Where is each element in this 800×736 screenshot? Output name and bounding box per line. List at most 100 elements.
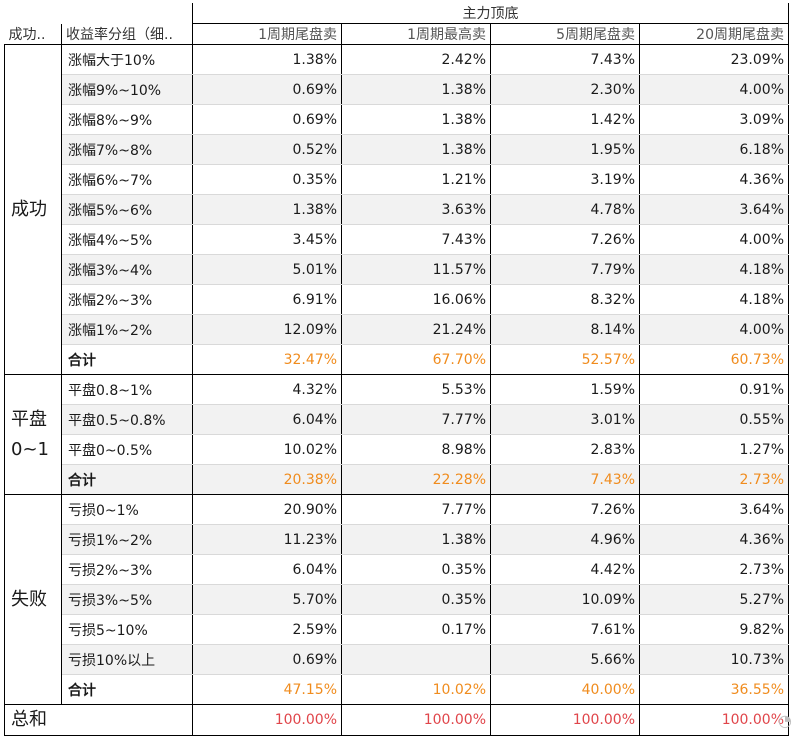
value-cell: 0.55% (639, 404, 789, 435)
value-cell: 7.79% (490, 254, 640, 285)
value-cell (341, 644, 491, 675)
value-cell: 2.59% (192, 614, 342, 645)
value-cell: 5.66% (490, 644, 640, 675)
value-cell: 7.26% (490, 494, 640, 525)
row-label: 平盘0~0.5% (61, 434, 193, 465)
value-cell: 0.35% (192, 164, 342, 195)
row-label: 亏损1%~2% (61, 524, 193, 555)
table-row: 涨幅1%~2% 12.09% 21.24% 8.14% 4.00% (4, 314, 789, 345)
row-label: 涨幅1%~2% (61, 314, 193, 345)
row-label: 涨幅3%~4% (61, 254, 193, 285)
subtotal-value: 60.73% (639, 344, 789, 375)
value-cell: 1.59% (490, 374, 640, 405)
value-cell: 0.35% (341, 584, 491, 615)
value-cell: 6.04% (192, 554, 342, 585)
value-cell: 3.45% (192, 224, 342, 255)
value-cell: 1.38% (341, 134, 491, 165)
table-row: 平盘0~0.5% 10.02% 8.98% 2.83% 1.27% (4, 434, 789, 465)
value-cell: 20.90% (192, 494, 342, 525)
value-cell: 3.64% (639, 194, 789, 225)
returns-table: 主力顶底 成功.. 收益率分组（细.. 1周期尾盘卖 1周期最高卖 5周期尾盘卖… (4, 3, 789, 736)
group-label: 失败 (4, 494, 62, 705)
value-cell: 7.61% (490, 614, 640, 645)
row-label: 涨幅7%~8% (61, 134, 193, 165)
row-label: 涨幅大于10% (61, 44, 193, 75)
header-row: 成功.. 收益率分组（细.. 1周期尾盘卖 1周期最高卖 5周期尾盘卖 20周期… (4, 23, 789, 45)
row-label: 亏损0~1% (61, 494, 193, 525)
value-cell: 3.01% (490, 404, 640, 435)
table-row: 涨幅6%~7% 0.35% 1.21% 3.19% 4.36% (4, 164, 789, 195)
value-cell: 2.30% (490, 74, 640, 105)
value-cell: 4.96% (490, 524, 640, 555)
row-label: 亏损2%~3% (61, 554, 193, 585)
value-cell: 4.36% (639, 524, 789, 555)
value-cell: 5.01% (192, 254, 342, 285)
subtotal-value: 36.55% (639, 674, 789, 705)
value-cell: 1.95% (490, 134, 640, 165)
value-cell: 7.77% (341, 494, 491, 525)
column-header: 5周期尾盘卖 (490, 23, 640, 45)
subtotal-value: 10.02% (341, 674, 491, 705)
row-label: 涨幅4%~5% (61, 224, 193, 255)
subtotal-value: 32.47% (192, 344, 342, 375)
table-row: 失败 亏损0~1% 20.90% 7.77% 7.26% 3.64% (4, 494, 789, 705)
table-row: 涨幅3%~4% 5.01% 11.57% 7.79% 4.18% (4, 254, 789, 285)
value-cell: 0.52% (192, 134, 342, 165)
value-cell: 0.69% (192, 644, 342, 675)
column-group-header: 主力顶底 (192, 3, 789, 24)
row-label: 亏损5~10% (61, 614, 193, 645)
row-label: 涨幅6%~7% (61, 164, 193, 195)
subtotal-row: 合计 47.15% 10.02% 40.00% 36.55% (4, 674, 789, 705)
value-cell: 3.19% (490, 164, 640, 195)
grand-total-label: 总和 (4, 704, 193, 736)
value-cell: 2.42% (341, 44, 491, 75)
value-cell: 4.78% (490, 194, 640, 225)
group-column-header: 成功.. (4, 23, 62, 45)
value-cell: 4.00% (639, 224, 789, 255)
subtotal-label: 合计 (61, 674, 193, 705)
table-row: 亏损10%以上 0.69% 5.66% 10.73% (4, 644, 789, 675)
value-cell: 7.43% (490, 44, 640, 75)
table-row: 平盘0.5~0.8% 6.04% 7.77% 3.01% 0.55% (4, 404, 789, 435)
grand-total-row: 总和 100.00% 100.00% 100.00% 100.00% (4, 704, 789, 736)
value-cell: 1.27% (639, 434, 789, 465)
value-cell: 4.32% (192, 374, 342, 405)
value-cell: 1.38% (192, 194, 342, 225)
value-cell: 11.57% (341, 254, 491, 285)
value-cell: 0.69% (192, 104, 342, 135)
row-label: 涨幅9%~10% (61, 74, 193, 105)
value-cell: 4.18% (639, 284, 789, 315)
value-cell: 10.02% (192, 434, 342, 465)
table-row: 涨幅2%~3% 6.91% 16.06% 8.32% 4.18% (4, 284, 789, 315)
value-cell: 1.38% (341, 74, 491, 105)
table-row: 涨幅9%~10% 0.69% 1.38% 2.30% 4.00% (4, 74, 789, 105)
value-cell: 0.91% (639, 374, 789, 405)
table-row: 亏损1%~2% 11.23% 1.38% 4.96% 4.36% (4, 524, 789, 555)
value-cell: 1.38% (341, 104, 491, 135)
grand-total-value: 100.00% (192, 704, 342, 736)
value-cell: 5.70% (192, 584, 342, 615)
header-super-row: 主力顶底 (4, 3, 789, 24)
value-cell: 6.91% (192, 284, 342, 315)
subtotal-value: 7.43% (490, 464, 640, 495)
value-cell: 16.06% (341, 284, 491, 315)
table-row: 亏损2%~3% 6.04% 0.35% 4.42% 2.73% (4, 554, 789, 585)
subgroup-column-header: 收益率分组（细.. (61, 23, 193, 45)
value-cell: 4.18% (639, 254, 789, 285)
row-label: 平盘0.8~1% (61, 374, 193, 405)
subtotal-label: 合计 (61, 344, 193, 375)
subtotal-row: 合计 20.38% 22.28% 7.43% 2.73% (4, 464, 789, 495)
subtotal-value: 40.00% (490, 674, 640, 705)
value-cell: 1.21% (341, 164, 491, 195)
value-cell: 12.09% (192, 314, 342, 345)
table-row: 成功 涨幅大于10% 1.38% 2.42% 7.43% 23.09% (4, 44, 789, 375)
group-label: 平盘0~1 (4, 374, 62, 495)
value-cell: 0.17% (341, 614, 491, 645)
subtotal-value: 47.15% (192, 674, 342, 705)
value-cell: 8.98% (341, 434, 491, 465)
table-row: 平盘0~1 平盘0.8~1% 4.32% 5.53% 1.59% 0.91% (4, 374, 789, 495)
value-cell: 4.36% (639, 164, 789, 195)
subtotal-value: 22.28% (341, 464, 491, 495)
value-cell: 3.63% (341, 194, 491, 225)
value-cell: 7.43% (341, 224, 491, 255)
